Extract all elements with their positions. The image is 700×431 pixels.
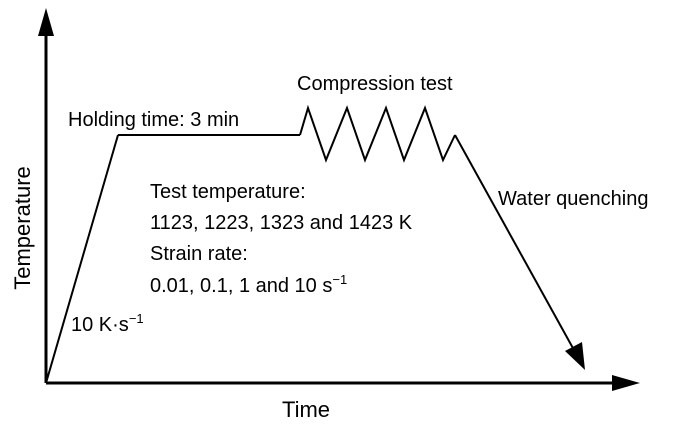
quenching-arrowhead	[565, 342, 585, 370]
water-quenching-label: Water quenching	[498, 188, 648, 210]
y-axis-label: Temperature	[10, 166, 35, 290]
heating-rate-label: 10 K·s−1	[71, 311, 144, 336]
quenching-line	[454, 134, 575, 351]
test-temperature-title: Test temperature:	[150, 181, 306, 203]
strain-rate-title: Strain rate:	[150, 243, 248, 265]
x-axis-arrowhead	[612, 375, 640, 391]
test-temperature-values: 1123, 1223, 1323 and 1423 K	[150, 212, 413, 234]
heating-ramp-line	[45, 134, 119, 384]
strain-rate-values: 0.01, 0.1, 1 and 10 s−1	[150, 272, 347, 297]
heating-rate-text: 10 K·s	[71, 314, 129, 336]
holding-time-label: Holding time: 3 min	[68, 109, 239, 131]
compression-test-label: Compression test	[297, 73, 453, 95]
x-axis-label: Time	[282, 397, 330, 422]
heating-rate-exponent: −1	[129, 311, 144, 326]
compression-zigzag	[299, 104, 456, 163]
y-axis-arrowhead	[38, 8, 54, 36]
strain-rate-unit-exponent: −1	[332, 272, 347, 287]
strain-rate-values-text: 0.01, 0.1, 1 and 10 s	[150, 275, 332, 297]
